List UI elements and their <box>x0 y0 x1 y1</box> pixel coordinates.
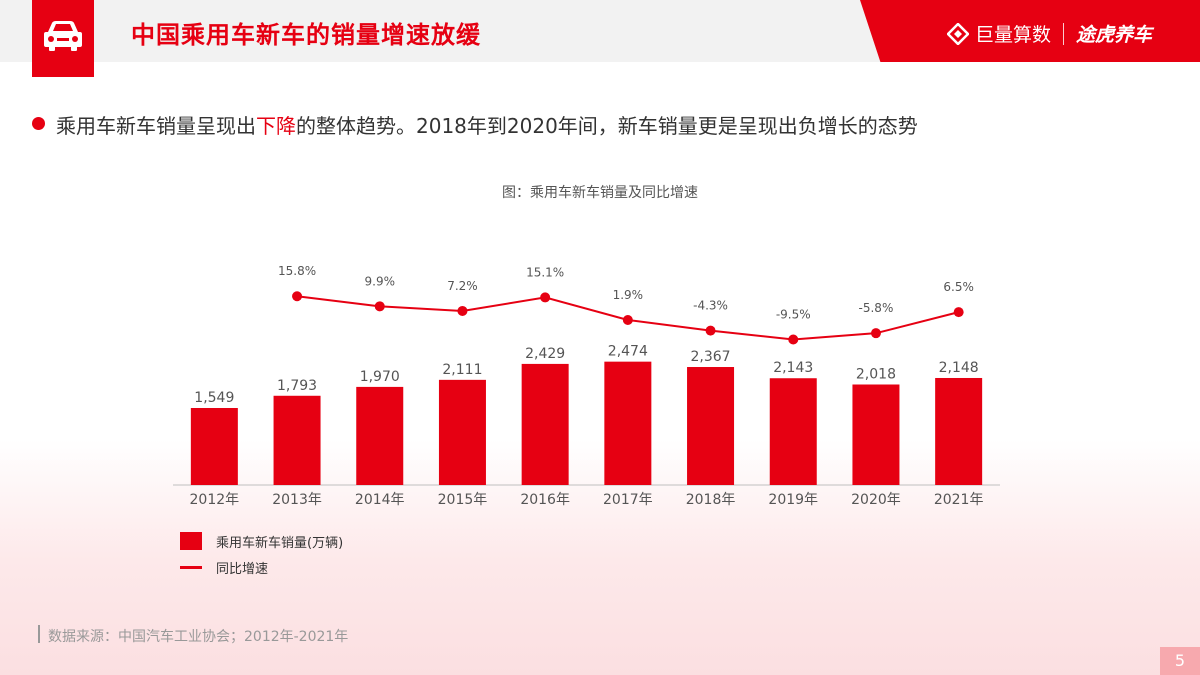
header-band <box>0 0 880 62</box>
page-title: 中国乘用车新车的销量增速放缓 <box>131 21 481 49</box>
growth-point-7 <box>705 325 716 336</box>
bar-label-3: 1,970 <box>360 369 400 385</box>
growth-label-5: 15.1% <box>526 265 564 279</box>
brand-logo-icon <box>946 22 969 45</box>
x-tick-label-5: 2016年 <box>520 492 570 508</box>
headline-text-before: 乘用车新车销量呈现出 <box>56 114 256 138</box>
bar-8 <box>769 378 817 485</box>
growth-point-6 <box>622 315 633 326</box>
growth-label-8: -9.5% <box>776 308 811 322</box>
x-tick-label-3: 2014年 <box>355 492 405 508</box>
growth-label-7: -4.3% <box>693 299 728 313</box>
growth-point-2 <box>292 291 303 302</box>
bar-6 <box>604 361 652 485</box>
legend-label-line: 同比增速 <box>216 561 269 577</box>
source-bar <box>38 625 40 643</box>
growth-point-10 <box>953 307 964 318</box>
growth-point-5 <box>540 292 551 303</box>
page-number: 5 <box>1160 647 1200 675</box>
brand-band <box>860 0 1200 62</box>
brand-logo: 巨量算数 途虎养车 <box>946 20 1152 47</box>
bar-label-8: 2,143 <box>773 360 813 376</box>
car-icon <box>32 0 94 77</box>
x-tick-label-4: 2015年 <box>438 492 488 508</box>
growth-point-9 <box>870 328 881 339</box>
bar-label-10: 2,148 <box>939 360 979 376</box>
brand-right: 途虎养车 <box>1075 24 1152 46</box>
headline-highlight: 下降 <box>256 114 296 138</box>
growth-label-4: 7.2% <box>447 279 478 293</box>
bar-label-2: 1,793 <box>277 378 317 394</box>
legend-label-bar: 乘用车新车销量(万辆) <box>216 535 344 551</box>
brand-divider <box>1062 22 1064 45</box>
bar-label-5: 2,429 <box>525 346 565 362</box>
headline: 乘用车新车销量呈现出下降的整体趋势。2018年到2020年间，新车销量更是呈现出… <box>56 110 918 139</box>
bar-10 <box>935 377 983 485</box>
bar-7 <box>687 367 735 485</box>
legend-swatch-line <box>180 565 202 569</box>
bar-2 <box>273 395 321 485</box>
x-tick-label-2: 2013年 <box>272 492 322 508</box>
bar-label-9: 2,018 <box>856 366 896 382</box>
brand-left: 巨量算数 <box>974 24 1051 46</box>
bar-label-4: 2,111 <box>442 362 482 378</box>
x-tick-label-6: 2017年 <box>603 492 653 508</box>
legend: 乘用车新车销量(万辆) 同比增速 <box>180 530 343 582</box>
bar-1 <box>190 407 238 485</box>
growth-label-2: 15.8% <box>278 264 316 278</box>
headline-text-after: 的整体趋势。2018年到2020年间，新车销量更是呈现出负增长的态势 <box>296 114 918 138</box>
legend-swatch-bar <box>180 532 202 550</box>
x-tick-label-1: 2012年 <box>190 492 240 508</box>
growth-point-4 <box>457 305 468 316</box>
bar-3 <box>356 386 404 485</box>
bar-9 <box>852 384 900 485</box>
x-tick-label-7: 2018年 <box>686 492 736 508</box>
source-note: 数据来源：中国汽车工业协会；2012年-2021年 <box>48 629 349 645</box>
x-tick-label-9: 2020年 <box>851 492 901 508</box>
bar-4 <box>438 379 486 485</box>
growth-label-6: 1.9% <box>613 288 644 302</box>
chart-caption: 图：乘用车新车销量及同比增速 <box>502 185 698 201</box>
x-tick-label-8: 2019年 <box>768 492 818 508</box>
growth-point-3 <box>374 301 385 312</box>
legend-item-bar: 乘用车新车销量(万辆) <box>180 530 343 552</box>
growth-point-8 <box>788 334 799 345</box>
bar-label-7: 2,367 <box>691 349 731 365</box>
growth-label-10: 6.5% <box>943 280 974 294</box>
bullet-dot <box>32 117 45 130</box>
growth-label-3: 9.9% <box>365 274 396 288</box>
growth-label-9: -5.8% <box>859 301 894 315</box>
bar-label-6: 2,474 <box>608 344 648 360</box>
bar-5 <box>521 363 569 485</box>
bar-label-1: 1,549 <box>194 390 234 406</box>
legend-item-line: 同比增速 <box>180 556 343 578</box>
x-tick-label-10: 2021年 <box>934 492 984 508</box>
